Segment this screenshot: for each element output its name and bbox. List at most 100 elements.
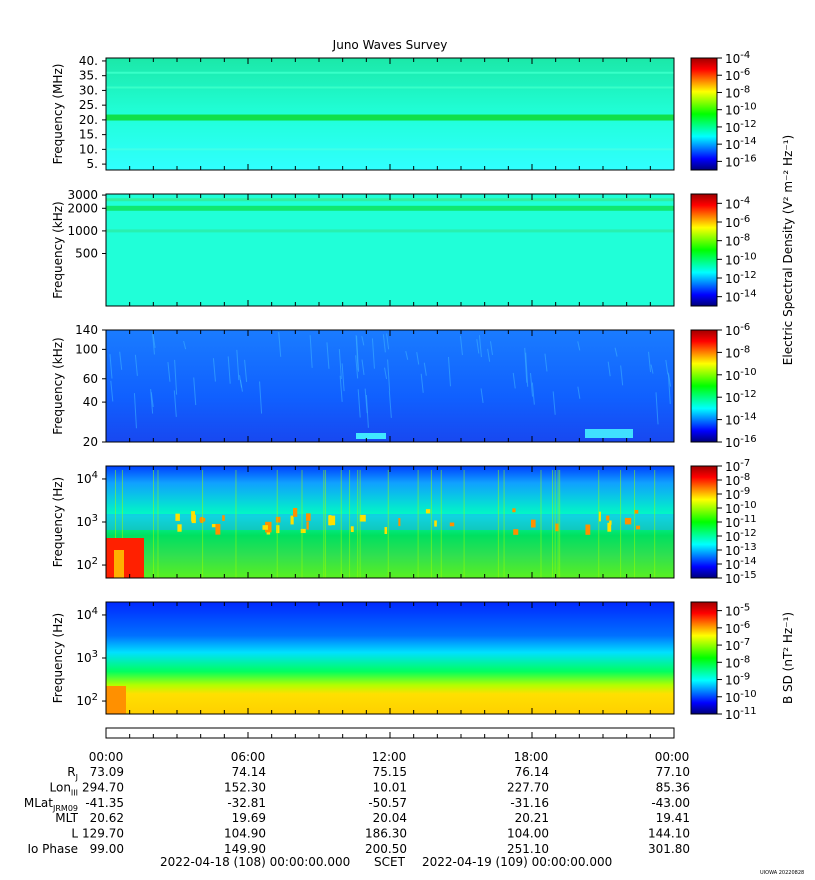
colorbar-e-vlf: 10-710-810-910-1010-1110-1210-1310-1410-… (690, 458, 757, 586)
y-tick-label: 103 (76, 513, 98, 529)
colorbar-tick-label: 10-13 (725, 542, 757, 558)
ephemeris-value: 19.69 (232, 811, 266, 825)
colorbar-e-mf: 10-4 10-6 10-8 10-10 10-12 10-14 (690, 193, 757, 307)
time-tick-label: 18:00 (514, 750, 549, 764)
colorbar-tick-label: 10-10 (725, 689, 757, 705)
spectrogram-panels: 40.35.30.25.20.15.10.5. Frequency (MHz) 10… (51, 50, 795, 722)
colorbar-tick-label: 10-10 (725, 102, 757, 118)
ephemeris-table: 00:00 06:00 12:00 18:00 00:00 RJ 73.09 74.14 75.… (24, 750, 690, 856)
ephemeris-row-label: Io Phase (27, 842, 78, 856)
y-axis-b-vlf: 104 103 102 (76, 606, 106, 708)
y-axis-label: Frequency (MHz) (51, 64, 65, 165)
ephemeris-value: 251.10 (507, 842, 549, 856)
ephemeris-value: 104.00 (507, 827, 549, 841)
chart-title: Juno Waves Survey (332, 38, 448, 52)
colorbar-tick-label: 10-8 (725, 84, 750, 100)
colorbar-tick-label: 10-6 (725, 67, 750, 83)
y-tick-label: 103 (76, 649, 98, 665)
ephemeris-value: 294.70 (82, 780, 124, 794)
colorbar-tick-label: 10-8 (725, 233, 750, 249)
ephemeris-value: -41.35 (85, 796, 124, 810)
ephemeris-row-label: MLT (55, 811, 78, 825)
colorbar-tick-label: 10-8 (725, 654, 750, 670)
colorbar-tick-label: 10-11 (725, 514, 757, 530)
colorbar-tick-label: 10-8 (725, 472, 750, 488)
footer-start-time: 2022-04-18 (108) 00:00:00.000 (160, 855, 350, 869)
y-tick-label: 102 (76, 556, 98, 572)
ephemeris-value: -31.16 (510, 796, 549, 810)
y-tick-label: 140 (75, 323, 98, 337)
time-ticks (105, 330, 675, 442)
colorbar-tick-label: 10-4 (725, 195, 750, 211)
colorbar-tick-label: 10-4 (725, 50, 750, 66)
y-axis-e-lf: 140 100 60 40 20 (75, 323, 106, 449)
panel-e-vlf: 104 103 102 Frequency (Hz) 10-710-810-910-10… (51, 458, 757, 586)
y-tick-label: 20. (79, 113, 98, 127)
time-axis-strip (105, 727, 675, 739)
ephemeris-value: 75.15 (373, 765, 407, 779)
y-axis-label: Frequency (kHz) (51, 337, 65, 434)
ephemeris-value: 149.90 (224, 842, 266, 856)
colorbar-tick-label: 10-12 (725, 270, 757, 286)
colorbar-tick-label: 10-12 (725, 389, 757, 405)
colorbar-tick-label: 10-7 (725, 458, 750, 474)
y-tick-label: 5. (87, 157, 98, 171)
y-axis-label: Frequency (kHz) (51, 201, 65, 298)
y-axis-e-vlf: 104 103 102 (76, 470, 106, 572)
colorbar-tick-label: 10-6 (725, 620, 750, 636)
y-tick-label: 10. (79, 142, 98, 156)
colorbar-tick-label: 10-16 (725, 434, 757, 450)
footer-scet-label: SCET (374, 855, 406, 869)
y-tick-label: 1000 (67, 224, 98, 238)
colorbar-tick-label: 10-6 (725, 214, 750, 230)
colorbar-tick-label: 10-10 (725, 251, 757, 267)
colorbar-tick-label: 10-5 (725, 603, 750, 619)
ephemeris-value: 301.80 (648, 842, 690, 856)
y-axis-label: Frequency (Hz) (51, 477, 65, 568)
ephemeris-value: -32.81 (227, 796, 266, 810)
colorbar-tick-label: 10-14 (725, 412, 757, 428)
spectrogram-e-lf (106, 330, 674, 442)
y-tick-label: 104 (76, 470, 98, 486)
y-tick-label: 104 (76, 606, 98, 622)
y-tick-label: 100 (75, 342, 98, 356)
footer-stamp: UIOWA 20220828 (760, 870, 804, 876)
y-tick-label: 40 (83, 395, 98, 409)
colorbar-tick-label: 10-9 (725, 672, 750, 688)
time-ticks (105, 602, 675, 714)
colorbar-label: Electric Spectral Density (V² m⁻² Hz⁻¹) (781, 135, 795, 365)
colorbar-tick-label: 10-10 (725, 500, 757, 516)
ephemeris-value: 144.10 (648, 827, 690, 841)
y-tick-label: 60 (83, 372, 98, 386)
colorbar-e-lf: 10-6 10-8 10-10 10-12 10-14 10-16 (690, 322, 757, 450)
y-axis-label: Frequency (Hz) (51, 613, 65, 704)
colorbar-tick-label: 10-16 (725, 153, 757, 169)
ephemeris-value: 99.00 (90, 842, 124, 856)
colorbar-tick-label: 10-12 (725, 119, 757, 135)
spectrogram-e-mf (106, 194, 674, 306)
y-tick-label: 25. (79, 98, 98, 112)
ephemeris-value: 20.62 (90, 811, 124, 825)
ephemeris-value: 19.41 (656, 811, 690, 825)
y-tick-label: 15. (79, 128, 98, 142)
y-tick-label: 30. (79, 83, 98, 97)
ephemeris-row-label: LonIII (50, 780, 79, 797)
time-ticks (105, 58, 675, 170)
spectrogram-b-vlf (106, 602, 674, 714)
footer-end-time: 2022-04-19 (109) 00:00:00.000 (422, 855, 612, 869)
colorbar-tick-label: 10-6 (725, 322, 750, 338)
colorbar-tick-label: 10-12 (725, 528, 757, 544)
colorbar-tick-label: 10-15 (725, 570, 757, 586)
y-axis-e-hf: 40.35.30.25.20.15.10.5. (79, 54, 106, 171)
colorbar-tick-label: 10-14 (725, 289, 757, 305)
ephemeris-row-label: L (71, 827, 78, 841)
ephemeris-value: -50.57 (368, 796, 407, 810)
colorbar-tick-label: 10-14 (725, 556, 757, 572)
time-tick-label: 06:00 (231, 750, 266, 764)
ephemeris-value: 104.90 (224, 827, 266, 841)
